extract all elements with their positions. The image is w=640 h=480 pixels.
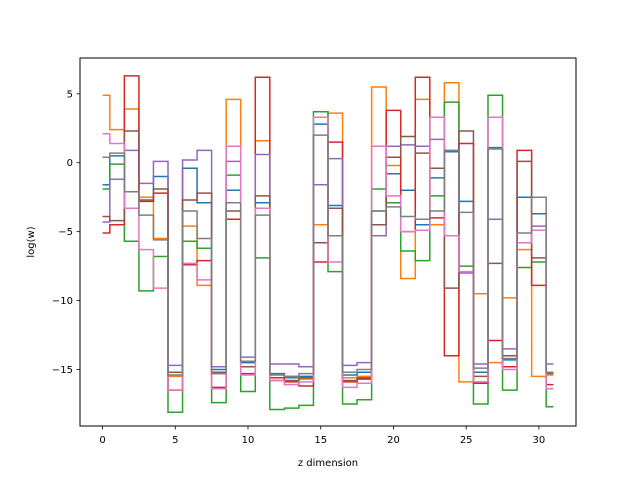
y-tick-label: −10 xyxy=(52,296,73,307)
series-line-8 xyxy=(102,134,554,378)
series-layer xyxy=(102,75,554,413)
x-axis-label: z dimension xyxy=(298,458,358,469)
y-tick-label: −5 xyxy=(58,227,73,238)
x-tick-label: 0 xyxy=(99,435,105,446)
x-axis: 0 5 10 15 20 25 30 xyxy=(99,426,545,446)
x-tick-label: 15 xyxy=(314,435,327,446)
y-axis-label: log(w) xyxy=(26,226,37,257)
y-tick-label: −15 xyxy=(52,365,73,376)
x-tick-label: 30 xyxy=(533,435,546,446)
y-axis: −15 −10 −5 0 5 xyxy=(52,89,80,376)
x-tick-label: 10 xyxy=(242,435,255,446)
x-tick-label: 20 xyxy=(387,435,400,446)
x-tick-label: 5 xyxy=(172,435,178,446)
x-tick-label: 25 xyxy=(460,435,473,446)
plot-frame xyxy=(79,57,577,427)
y-tick-label: 0 xyxy=(67,158,73,169)
y-tick-label: 5 xyxy=(67,89,73,100)
